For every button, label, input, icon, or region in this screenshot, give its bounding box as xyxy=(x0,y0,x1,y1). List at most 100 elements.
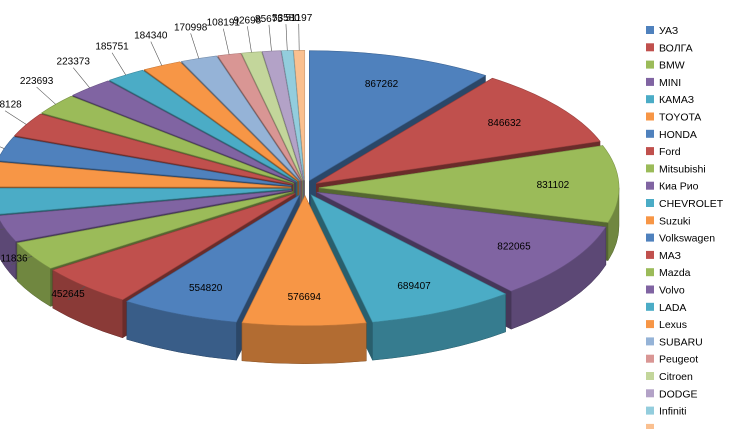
legend-swatch xyxy=(646,181,654,190)
legend-swatch xyxy=(646,147,654,156)
data-label: 184340 xyxy=(134,31,168,42)
legend-item: Volvo xyxy=(646,285,685,297)
leader-line xyxy=(0,228,6,231)
legend-swatch xyxy=(646,406,654,415)
legend-label: BMW xyxy=(659,60,685,72)
leader-line xyxy=(72,67,90,88)
legend-label: Volkswagen xyxy=(659,233,715,245)
legend-label: МАЗ xyxy=(659,250,681,262)
leader-line xyxy=(67,285,86,301)
legend-item: Peugeot xyxy=(646,354,698,366)
leader-line xyxy=(36,86,56,105)
legend-item: CHEVROLET xyxy=(646,198,724,210)
legend-item: MINI xyxy=(646,77,681,89)
legend-swatch xyxy=(646,129,654,138)
legend-swatch xyxy=(646,77,654,86)
legend-label: HONDA xyxy=(659,129,697,141)
legend-label: CHEVROLET xyxy=(659,198,724,210)
data-label: 85675 xyxy=(255,14,283,25)
legend-swatch xyxy=(646,268,654,277)
legend-item: Infiniti xyxy=(646,406,686,418)
data-label: 108191 xyxy=(207,18,241,29)
legend-item: DODGE xyxy=(646,388,698,400)
legend-swatch xyxy=(646,337,654,346)
legend-label: Ford xyxy=(659,146,681,158)
legend-label: ВОЛГА xyxy=(659,42,693,54)
legend-swatch xyxy=(646,423,654,429)
legend-swatch xyxy=(646,372,654,380)
legend-swatch xyxy=(646,302,654,311)
legend-label: Mazda xyxy=(659,267,691,279)
legend-item: Lexus xyxy=(646,319,687,331)
leader-line xyxy=(190,33,200,59)
legend-item: МАЗ xyxy=(646,250,681,262)
leader-line xyxy=(111,52,126,76)
pie-area xyxy=(0,50,620,364)
legend-item xyxy=(646,423,654,429)
legend-item: Citroen xyxy=(646,371,693,383)
data-label: 311836 xyxy=(0,254,28,265)
legend-item: Киа Рио xyxy=(646,181,699,193)
legend-swatch xyxy=(646,199,654,207)
leader-line xyxy=(223,28,230,55)
legend-swatch xyxy=(646,250,654,259)
legend-item: Ford xyxy=(646,146,681,158)
pie-slice xyxy=(310,194,507,361)
legend-label: Suzuki xyxy=(659,215,691,227)
data-label: 576694 xyxy=(288,292,322,303)
data-label: 258128 xyxy=(0,100,22,111)
legend-label: Volvo xyxy=(659,285,685,297)
legend-item: HONDA xyxy=(646,129,697,141)
legend-label: TOYOTA xyxy=(659,112,701,124)
data-label: 689407 xyxy=(397,281,431,292)
data-label: 831102 xyxy=(537,180,570,191)
legend-swatch xyxy=(646,216,654,225)
legend-swatch xyxy=(646,320,654,329)
data-label: 170998 xyxy=(174,22,208,33)
legend-item: КАМАЗ xyxy=(646,94,694,106)
data-label: 554820 xyxy=(189,283,223,294)
legend-item: Suzuki xyxy=(646,215,691,227)
legend-item: SUBARU xyxy=(646,336,703,348)
legend-item: УАЗ xyxy=(646,25,678,37)
pie-slice xyxy=(241,195,367,364)
legend-label: УАЗ xyxy=(659,25,678,37)
leader-line xyxy=(150,41,163,66)
legend-swatch xyxy=(646,285,654,294)
legend-label: SUBARU xyxy=(659,336,703,348)
leader-line xyxy=(0,146,5,149)
data-label: 452645 xyxy=(51,289,85,300)
legend-item: ВОЛГА xyxy=(646,42,693,54)
data-label: 92698 xyxy=(233,15,261,26)
legend-item: Mitsubishi xyxy=(646,163,706,175)
legend-label: LADA xyxy=(659,302,686,314)
legend-swatch xyxy=(646,43,654,52)
leader-line xyxy=(247,26,252,53)
leader-line xyxy=(4,110,27,125)
legend-label: Киа Рио xyxy=(659,181,699,193)
legend-label: Citroen xyxy=(659,371,693,383)
legend-label: Peugeot xyxy=(659,354,698,366)
legend-item: TOYOTA xyxy=(646,112,701,124)
data-label: 846632 xyxy=(488,118,522,129)
data-labels: 867262 846632 831102 822065 689407 576694 5548… xyxy=(0,13,570,303)
legend-swatch xyxy=(646,164,654,173)
legend-item: LADA xyxy=(646,302,686,314)
legend-swatch xyxy=(646,60,654,69)
data-label: 53580 xyxy=(272,13,300,24)
data-label: 185751 xyxy=(95,42,129,53)
legend-item: Volkswagen xyxy=(646,233,715,245)
data-label: 51197 xyxy=(285,13,313,24)
legend: УАЗ ВОЛГА BMW MINI КАМАЗ TOYOTA HONDA Ford Mitsu… xyxy=(646,25,724,429)
legend-swatch xyxy=(646,233,654,242)
data-label: 223693 xyxy=(20,76,54,87)
legend-item: Mazda xyxy=(646,267,691,279)
leader-line xyxy=(11,255,33,265)
legend-swatch xyxy=(646,95,654,104)
legend-label: DODGE xyxy=(659,388,698,400)
legend-label: Lexus xyxy=(659,319,687,331)
legend-label: MINI xyxy=(659,77,681,89)
leader-line xyxy=(285,24,288,51)
legend-swatch xyxy=(646,389,654,398)
